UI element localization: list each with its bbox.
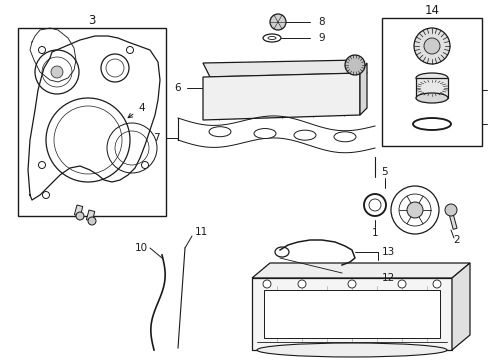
Polygon shape — [203, 73, 359, 120]
Bar — [18, 28, 165, 216]
Ellipse shape — [415, 73, 447, 83]
Text: 11: 11 — [195, 227, 208, 237]
Text: 7: 7 — [153, 133, 160, 143]
Circle shape — [88, 217, 96, 225]
Circle shape — [39, 162, 45, 168]
Bar — [447, 209, 456, 229]
Circle shape — [76, 212, 84, 220]
Circle shape — [263, 280, 270, 288]
Polygon shape — [264, 290, 439, 338]
Ellipse shape — [415, 93, 447, 103]
Circle shape — [406, 202, 422, 218]
Polygon shape — [359, 63, 366, 115]
Circle shape — [297, 280, 305, 288]
Polygon shape — [251, 278, 451, 350]
Text: 14: 14 — [424, 4, 439, 17]
Circle shape — [413, 28, 449, 64]
Circle shape — [269, 14, 285, 30]
Ellipse shape — [257, 343, 446, 357]
Polygon shape — [251, 263, 469, 278]
Ellipse shape — [253, 129, 275, 139]
Text: 2: 2 — [453, 235, 459, 245]
Circle shape — [39, 46, 45, 54]
Circle shape — [51, 66, 63, 78]
Circle shape — [141, 162, 148, 168]
Bar — [86, 210, 95, 221]
Circle shape — [42, 192, 49, 198]
Ellipse shape — [293, 130, 315, 140]
Text: 10: 10 — [135, 243, 148, 253]
Circle shape — [126, 46, 133, 54]
Bar — [415, 78, 447, 98]
Text: 12: 12 — [381, 273, 394, 283]
Polygon shape — [451, 263, 469, 350]
Polygon shape — [203, 60, 366, 77]
Circle shape — [444, 204, 456, 216]
Circle shape — [432, 280, 440, 288]
Circle shape — [347, 280, 355, 288]
Text: 13: 13 — [381, 247, 394, 257]
Bar — [74, 205, 82, 216]
Text: 8: 8 — [317, 17, 324, 27]
Ellipse shape — [333, 132, 355, 142]
Circle shape — [397, 280, 405, 288]
Circle shape — [423, 38, 439, 54]
Text: 4: 4 — [128, 103, 144, 118]
Circle shape — [345, 55, 364, 75]
Text: 5: 5 — [381, 167, 387, 177]
Text: 1: 1 — [371, 228, 378, 238]
Bar — [381, 18, 481, 146]
Text: 6: 6 — [174, 83, 181, 93]
Text: 3: 3 — [88, 13, 96, 27]
Ellipse shape — [208, 127, 230, 137]
Text: 9: 9 — [317, 33, 324, 43]
